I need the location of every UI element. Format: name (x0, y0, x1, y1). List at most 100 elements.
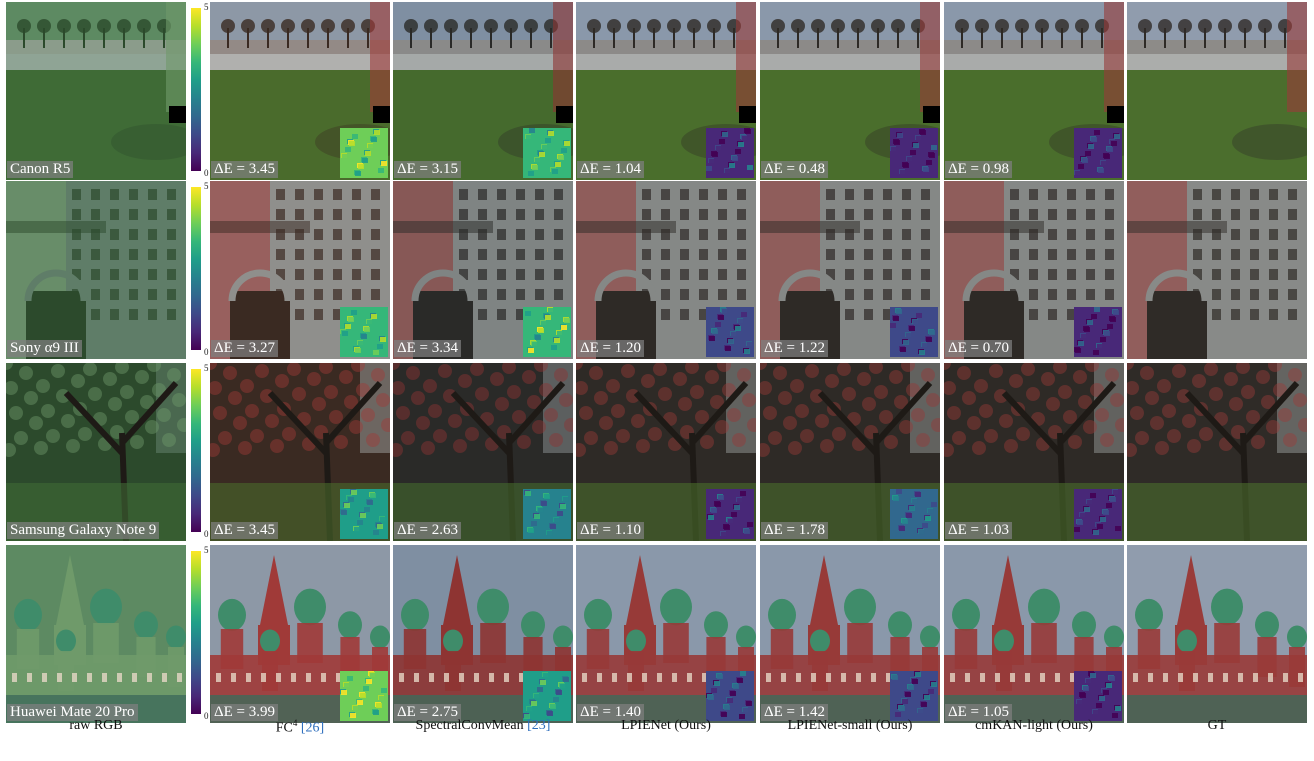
delta-e-label: ΔE = 1.04 (577, 161, 645, 178)
scene-image (210, 545, 390, 723)
colorbar-gradient (191, 8, 201, 171)
scene-image (393, 2, 573, 180)
raw-image-panel: Samsung Galaxy Note 9 (6, 363, 186, 541)
colorbar-gradient (191, 187, 201, 350)
column-caption-label: SpectralConvMean (415, 718, 524, 733)
scene-image (760, 363, 940, 541)
column-caption-label: GT (1207, 718, 1227, 733)
scene-image (6, 2, 186, 180)
delta-e-label: ΔE = 0.48 (761, 161, 829, 178)
result-image-panel: ΔE = 1.22 (760, 181, 940, 359)
scene-image (6, 363, 186, 541)
scene-image (6, 181, 186, 359)
column-caption: GT (1127, 718, 1307, 734)
result-image-panel: ΔE = 0.70 (944, 181, 1124, 359)
scene-image (944, 181, 1124, 359)
column-caption-superscript: 4 (292, 718, 298, 728)
scene-image (576, 2, 756, 180)
scene-image (760, 2, 940, 180)
column-caption-label: FC (275, 720, 293, 736)
result-image-panel: ΔE = 1.05 (944, 545, 1124, 723)
gt-image-panel (1127, 363, 1307, 541)
scene-image (944, 2, 1124, 180)
delta-e-label: ΔE = 2.75 (394, 704, 462, 721)
colorbar-min-tick: 0 (204, 168, 209, 178)
scene-image (1127, 545, 1307, 723)
delta-e-label: ΔE = 1.20 (577, 340, 645, 357)
result-image-panel: ΔE = 0.98 (944, 2, 1124, 180)
column-caption: LPIENet-small (Ours) (760, 718, 940, 734)
scene-image (760, 181, 940, 359)
camera-label: Sony α9 III (7, 340, 82, 357)
column-caption-label: raw RGB (69, 718, 123, 733)
column-caption-label: LPIENet (Ours) (621, 718, 711, 733)
gt-image-panel (1127, 2, 1307, 180)
colorbar-min-tick: 0 (204, 711, 209, 721)
delta-e-label: ΔE = 3.45 (211, 522, 279, 539)
column-caption: cmKAN-light (Ours) (944, 718, 1124, 734)
delta-e-label: ΔE = 1.40 (577, 704, 645, 721)
result-image-panel: ΔE = 1.04 (576, 2, 756, 180)
column-caption: LPIENet (Ours) (576, 718, 756, 734)
result-image-panel: ΔE = 1.03 (944, 363, 1124, 541)
result-image-panel: ΔE = 3.34 (393, 181, 573, 359)
result-image-panel: ΔE = 2.63 (393, 363, 573, 541)
colorbar-gradient (191, 551, 201, 714)
scene-image (760, 545, 940, 723)
delta-e-label: ΔE = 0.70 (945, 340, 1013, 357)
scene-image (210, 363, 390, 541)
delta-e-label: ΔE = 3.99 (211, 704, 279, 721)
delta-e-label: ΔE = 1.03 (945, 522, 1013, 539)
scene-image (210, 2, 390, 180)
delta-e-label: ΔE = 1.05 (945, 704, 1013, 721)
scene-image (944, 363, 1124, 541)
camera-label: Canon R5 (7, 161, 74, 178)
result-image-panel: ΔE = 3.45 (210, 2, 390, 180)
scene-image (576, 545, 756, 723)
delta-e-label: ΔE = 3.27 (211, 340, 279, 357)
colorbar-min-tick: 0 (204, 347, 209, 357)
raw-image-panel: Sony α9 III (6, 181, 186, 359)
column-caption: FC4 [26] (210, 718, 390, 737)
delta-e-label: ΔE = 3.34 (394, 340, 462, 357)
scene-image (393, 363, 573, 541)
result-image-panel: ΔE = 3.45 (210, 363, 390, 541)
scene-image (210, 181, 390, 359)
result-image-panel: ΔE = 1.78 (760, 363, 940, 541)
camera-label: Samsung Galaxy Note 9 (7, 522, 160, 539)
raw-image-panel: Canon R5 (6, 2, 186, 180)
scene-image (1127, 2, 1307, 180)
scene-image (6, 545, 186, 723)
result-image-panel: ΔE = 1.42 (760, 545, 940, 723)
column-caption-label: LPIENet-small (Ours) (787, 718, 913, 733)
result-image-panel: ΔE = 1.40 (576, 545, 756, 723)
colorbar-max-tick: 5 (204, 2, 209, 12)
colorbar-gradient (191, 369, 201, 532)
colorbar-max-tick: 5 (204, 545, 209, 555)
column-caption-label: cmKAN-light (Ours) (975, 718, 1093, 733)
citation-link[interactable]: [23] (527, 718, 551, 733)
delta-e-label: ΔE = 1.10 (577, 522, 645, 539)
result-image-panel: ΔE = 3.15 (393, 2, 573, 180)
column-caption: raw RGB (6, 718, 186, 734)
delta-e-label: ΔE = 3.45 (211, 161, 279, 178)
result-image-panel: ΔE = 0.48 (760, 2, 940, 180)
result-image-panel: ΔE = 1.10 (576, 363, 756, 541)
colorbar-max-tick: 5 (204, 181, 209, 191)
camera-label: Huawei Mate 20 Pro (7, 704, 138, 721)
citation-link[interactable]: [26] (300, 720, 325, 736)
scene-image (393, 181, 573, 359)
result-image-panel: ΔE = 1.20 (576, 181, 756, 359)
column-caption: SpectralConvMean [23] (393, 718, 573, 734)
scene-image (1127, 181, 1307, 359)
delta-e-label: ΔE = 1.22 (761, 340, 829, 357)
gt-image-panel (1127, 545, 1307, 723)
colorbar-min-tick: 0 (204, 529, 209, 539)
delta-e-label: ΔE = 0.98 (945, 161, 1013, 178)
result-image-panel: ΔE = 2.75 (393, 545, 573, 723)
scene-image (944, 545, 1124, 723)
scene-image (576, 181, 756, 359)
